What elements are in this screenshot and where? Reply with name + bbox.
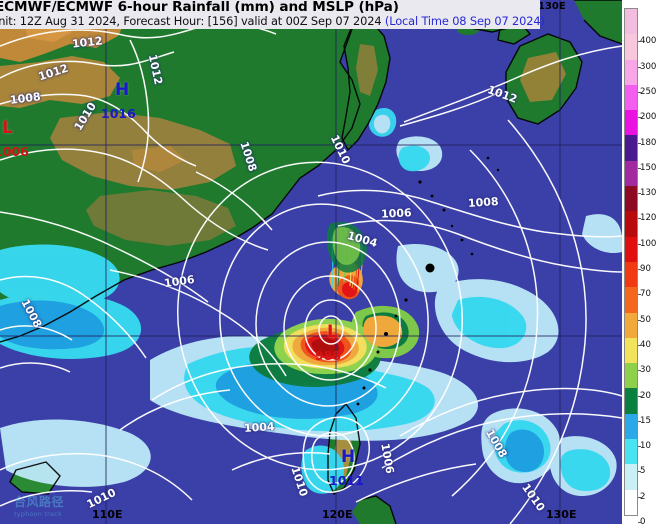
colorbar-band-2 xyxy=(625,464,637,490)
colorbar-band-180 xyxy=(625,110,637,136)
colorbar-tickmark-2 xyxy=(638,496,641,498)
colorbar-tick-10: 10 xyxy=(640,441,651,452)
colorbar-band-5 xyxy=(625,439,637,465)
ryukyu-islands xyxy=(356,156,500,406)
forecast-init-main: Init: 12Z Aug 31 2024, Forecast Hour: [1… xyxy=(0,13,385,28)
colorbar-band-0 xyxy=(625,489,637,515)
colorbar-tick-0: 0 xyxy=(640,517,646,524)
colorbar-tickmark-100 xyxy=(638,243,641,245)
colorbar-tickmark-40 xyxy=(638,344,641,346)
colorbar-tickmark-130 xyxy=(638,193,641,195)
map-canvas[interactable]: 1012 1012 1012 1012 1008 1010 1010 1008 … xyxy=(0,0,622,524)
colorbar-tick-130: 130 xyxy=(640,188,656,199)
colorbar-tick-200: 200 xyxy=(640,112,656,123)
forecast-local-time: (Local Time 08 Sep 07 2024) xyxy=(384,13,545,28)
terrain-kyushu-hl xyxy=(520,52,566,102)
colorbar-tick-labels: 0 2 5 10 15 20 30 40 50 70 90 100 120 130 150 180 200 250… xyxy=(638,8,656,524)
colorbar-band-20 xyxy=(625,363,637,389)
colorbar-tickmark-10 xyxy=(638,446,641,448)
landmass-honshu-sliver xyxy=(574,0,622,44)
header-banner: ECMWF/ECMWF 6-hour Rainfall (mm) and MSL… xyxy=(0,0,545,30)
colorbar-band-200 xyxy=(625,84,637,111)
colorbar-tick-15: 15 xyxy=(640,415,651,426)
colorbar-tickmark-150 xyxy=(638,167,641,169)
colorbar-band-130 xyxy=(625,160,637,187)
forecast-init-info: Init: 12Z Aug 31 2024, Forecast Hour: [1… xyxy=(0,13,545,28)
colorbar-tickmark-70 xyxy=(638,294,641,296)
colorbar-tickmark-5 xyxy=(638,471,641,473)
colorbar-tick-250: 250 xyxy=(640,86,656,97)
colorbar-band-100 xyxy=(625,211,637,237)
page-title: ECMWF/ECMWF 6-hour Rainfall (mm) and MSL… xyxy=(0,0,399,15)
terrain-korea-hl xyxy=(356,44,378,96)
grid-lines xyxy=(0,0,622,524)
colorbar-tick-2: 2 xyxy=(640,491,646,502)
colorbar-tickmark-180 xyxy=(638,142,641,144)
colorbar-tickmark-250 xyxy=(638,91,641,93)
colorbar-tickmark-120 xyxy=(638,218,641,220)
rain-coastal-misc xyxy=(368,107,397,137)
colorbar-band-50 xyxy=(625,287,637,313)
colorbar-tickmark-0 xyxy=(638,522,641,523)
map-svg xyxy=(0,0,622,524)
colorbar-tickmark-400 xyxy=(638,41,641,43)
colorbar-band-150 xyxy=(625,135,637,161)
isobar-contours xyxy=(0,23,622,524)
colorbar-band-30 xyxy=(625,337,637,364)
colorbar-tick-20: 20 xyxy=(640,390,651,401)
colorbar-tick-150: 150 xyxy=(640,162,656,173)
colorbar-tickmark-30 xyxy=(638,370,641,372)
terrain-highland-w xyxy=(0,56,120,108)
colorbar-tick-50: 50 xyxy=(640,314,651,325)
colorbar-band-250 xyxy=(625,59,637,85)
colorbar-tickmark-90 xyxy=(638,269,641,270)
colorbar-tick-90: 90 xyxy=(640,264,651,274)
colorbar-tickmark-50 xyxy=(638,319,641,321)
colorbar-tick-400: 400 xyxy=(640,36,656,47)
colorbar-tick-300: 300 xyxy=(640,61,656,72)
colorbar-tick-40: 40 xyxy=(640,339,651,350)
colorbar-band-10 xyxy=(625,413,637,440)
colorbar-band-70 xyxy=(625,261,637,288)
colorbar-tick-100: 100 xyxy=(640,238,656,249)
colorbar-band-400 xyxy=(625,9,637,35)
colorbar-band-40 xyxy=(625,312,637,338)
colorbar-tickmark-15 xyxy=(638,420,641,422)
colorbar-band-120 xyxy=(625,186,637,212)
colorbar-tick-5: 5 xyxy=(640,466,646,477)
colorbar-tick-70: 70 xyxy=(640,289,651,300)
colorbar-tick-120: 120 xyxy=(640,213,656,224)
colorbar-tickmark-20 xyxy=(638,395,641,397)
colorbar-band-15 xyxy=(625,388,637,414)
rain-streak-coast-inner xyxy=(332,226,361,265)
colorbar-strip[interactable] xyxy=(624,8,638,516)
colorbar-tickmark-300 xyxy=(638,66,641,68)
colorbar-band-90 xyxy=(625,236,637,262)
colorbar-tickmark-200 xyxy=(638,117,641,119)
colorbar-tick-180: 180 xyxy=(640,137,656,148)
colorbar-panel: 0 2 5 10 15 20 30 40 50 70 90 100 120 130 150 180 200 250… xyxy=(622,0,656,524)
colorbar-band-300 xyxy=(625,34,637,60)
colorbar-tick-30: 30 xyxy=(640,365,651,376)
